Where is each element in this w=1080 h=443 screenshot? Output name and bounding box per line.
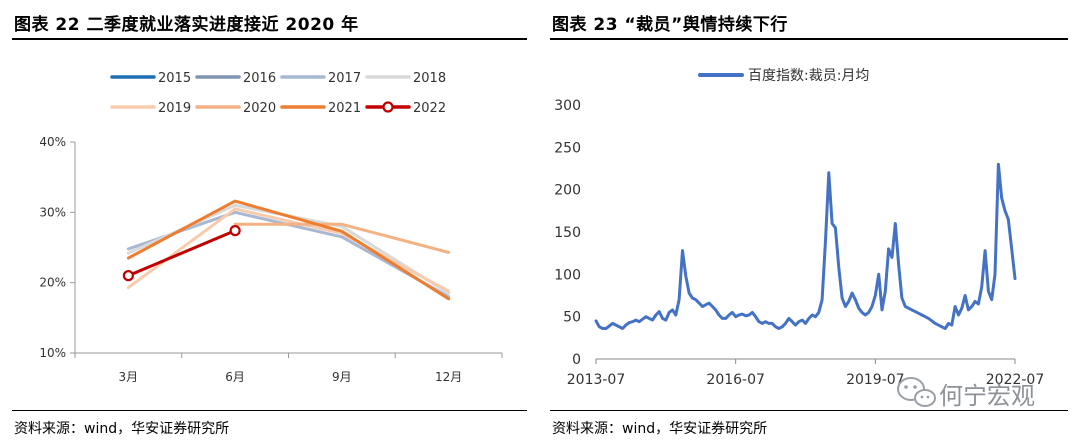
right-legend-label: 百度指数:裁员:月均 bbox=[748, 68, 869, 84]
right-source-rule bbox=[550, 410, 1068, 411]
right-chart: 0 50 100 150 200 250 300 2013-07 2016-07 2019-07 2… bbox=[554, 68, 1044, 388]
right-series-line bbox=[594, 162, 1017, 330]
right-x-tick-label: 2022-07 bbox=[986, 372, 1045, 388]
right-axes: 0 50 100 150 200 250 300 2013-07 2016-07 2019-07 2… bbox=[554, 98, 1044, 388]
left-x-tick-label: 3月 bbox=[119, 370, 139, 384]
left-data-point-2022 bbox=[229, 225, 241, 237]
left-legend-label-2020: 2020 bbox=[243, 101, 276, 116]
wechat-logo-icon bbox=[897, 377, 936, 407]
left-y-tick-label: 40% bbox=[39, 135, 66, 149]
left-y-tick-label: 30% bbox=[39, 205, 66, 219]
watermark-text: 何宁宏观 bbox=[939, 382, 1035, 410]
left-axes: 10% 20% 30% 40% 3月 6月 9月 12月 bbox=[39, 135, 503, 384]
right-figure-title: 图表 23 “裁员”舆情持续下行 bbox=[552, 15, 788, 35]
left-series-line-2021 bbox=[126, 199, 451, 301]
right-y-tick-label: 150 bbox=[554, 225, 581, 241]
right-x-tick-label: 2016-07 bbox=[706, 372, 765, 388]
left-figure-title: 图表 22 二季度就业落实进度接近 2020 年 bbox=[14, 15, 359, 35]
left-legend-label-2015: 2015 bbox=[158, 71, 191, 86]
left-legend-marker-2022 bbox=[382, 101, 394, 113]
left-y-tick-label: 10% bbox=[39, 346, 66, 360]
right-y-tick-label: 0 bbox=[572, 352, 581, 368]
left-source-note: 资料来源：wind，华安证券研究所 bbox=[14, 421, 230, 437]
right-x-tick-label: 2019-07 bbox=[846, 372, 905, 388]
right-y-tick-label: 50 bbox=[563, 310, 581, 326]
watermark: 何宁宏观 bbox=[893, 372, 1053, 412]
left-legend-label-2017: 2017 bbox=[328, 71, 361, 86]
left-series-line-2022 bbox=[126, 229, 237, 278]
right-y-tick-label: 100 bbox=[554, 267, 581, 283]
right-y-tick-label: 250 bbox=[554, 140, 581, 156]
right-y-tick-label: 200 bbox=[554, 183, 581, 199]
left-data-point-2022 bbox=[122, 270, 134, 282]
left-chart: 10%20%30%40%3月 6月 9月 12月 2015 2016 2017 201820… bbox=[39, 71, 503, 384]
right-source-note: 资料来源：wind，华安证券研究所 bbox=[552, 421, 768, 437]
left-x-tick-label: 12月 bbox=[435, 370, 462, 384]
left-source-rule bbox=[12, 410, 527, 411]
left-x-tick-label: 9月 bbox=[332, 370, 352, 384]
right-legend: 百度指数:裁员:月均 bbox=[698, 68, 869, 84]
right-series-group bbox=[594, 162, 1017, 330]
left-series-line-2018 bbox=[126, 203, 451, 295]
left-legend-label-2021: 2021 bbox=[328, 101, 361, 116]
left-series-group bbox=[122, 199, 451, 301]
left-x-tick-label: 6月 bbox=[225, 370, 245, 384]
right-y-tick-label: 300 bbox=[554, 98, 581, 114]
left-y-tick-label: 20% bbox=[39, 276, 66, 290]
left-series-line-2019 bbox=[126, 207, 451, 293]
left-title-rule bbox=[12, 38, 527, 40]
left-series-line-2020 bbox=[233, 222, 451, 254]
left-legend-label-2019: 2019 bbox=[158, 101, 191, 116]
left-legend-label-2018: 2018 bbox=[413, 71, 446, 86]
left-legend-label-2022: 2022 bbox=[413, 101, 446, 116]
right-x-tick-label: 2013-07 bbox=[567, 372, 626, 388]
left-legend-label-2016: 2016 bbox=[243, 71, 276, 86]
right-title-rule bbox=[550, 38, 1068, 40]
left-legend: 2015 2016 2017 2018 2019 2020 2021 2022 bbox=[110, 71, 446, 116]
